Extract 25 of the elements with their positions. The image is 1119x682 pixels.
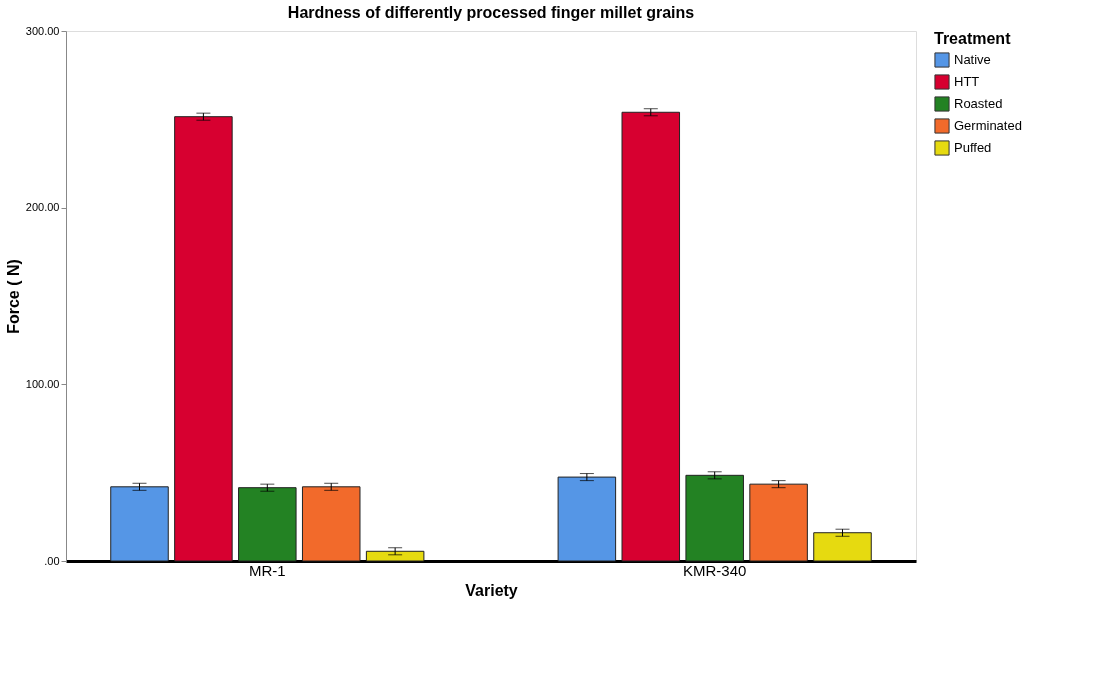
y-tick-label: 100.00	[25, 377, 60, 390]
y-tick-label: .00	[44, 554, 60, 567]
bar	[813, 532, 872, 562]
bar	[110, 486, 169, 562]
y-tick-label: 300.00	[25, 24, 60, 37]
legend-label: Roasted	[954, 96, 1003, 111]
legend-title: Treatment	[934, 30, 1012, 47]
bar	[174, 116, 233, 562]
y-tick-label: 200.00	[25, 201, 60, 214]
bar	[621, 111, 681, 562]
bar	[749, 483, 808, 562]
bar	[557, 476, 617, 562]
legend-label: Germinated	[954, 118, 1022, 133]
x-axis-title: Variety	[465, 581, 518, 599]
legend-label: HTT	[954, 74, 980, 89]
bar	[365, 550, 425, 562]
legend-label: Puffed	[954, 140, 992, 155]
x-tick-label: KMR-340	[683, 561, 747, 579]
chart-title: Hardness of differently processed finger millet grains	[287, 4, 695, 21]
legend-label: Native	[954, 52, 991, 67]
bar	[685, 474, 744, 562]
bar	[238, 487, 297, 562]
bar	[301, 486, 361, 562]
y-axis-title: Force ( N)	[4, 259, 22, 334]
x-tick-label: MR-1	[248, 561, 286, 579]
